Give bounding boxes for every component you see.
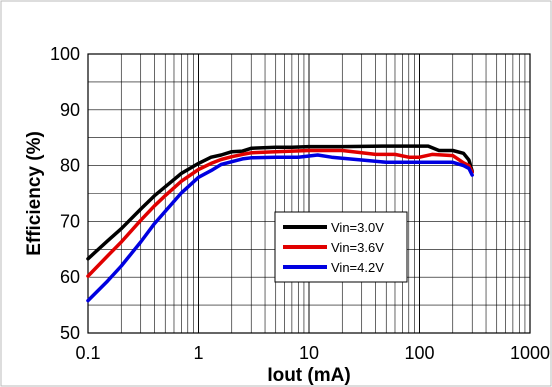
data-point xyxy=(451,149,454,152)
data-point xyxy=(385,161,388,164)
data-point xyxy=(427,144,430,148)
data-point xyxy=(106,254,109,258)
data-point xyxy=(360,151,363,154)
data-point xyxy=(139,219,142,222)
data-point xyxy=(230,150,233,153)
y-tick-label: 100 xyxy=(50,44,80,64)
data-point xyxy=(180,180,183,183)
x-tick-labels: 0.1 1 10 100 1000 xyxy=(75,343,550,363)
data-point xyxy=(241,157,244,161)
data-point xyxy=(297,156,300,159)
legend-label: Vin=4.2V xyxy=(331,260,384,275)
data-point xyxy=(374,153,377,156)
data-point xyxy=(462,152,465,155)
data-point xyxy=(274,150,277,153)
data-point xyxy=(467,167,471,170)
data-point xyxy=(180,172,183,175)
data-point xyxy=(250,156,253,159)
data-point xyxy=(462,164,465,167)
data-point xyxy=(393,153,397,156)
x-tick-label: 0.1 xyxy=(75,343,100,363)
data-point xyxy=(180,191,183,195)
data-point xyxy=(86,274,90,278)
y-tick-label: 70 xyxy=(60,211,80,231)
data-point xyxy=(209,162,213,165)
x-axis-label: Iout (mA) xyxy=(267,365,350,386)
legend-label: Vin=3.0V xyxy=(331,220,384,235)
data-point xyxy=(120,227,123,230)
data-point xyxy=(153,194,156,197)
data-point xyxy=(385,144,388,148)
data-point xyxy=(471,173,474,177)
data-point xyxy=(330,156,333,159)
series-group xyxy=(86,144,474,303)
x-tick-label: 100 xyxy=(404,343,434,363)
data-point xyxy=(197,176,200,179)
y-tick-label: 50 xyxy=(60,323,80,343)
data-point xyxy=(230,155,233,158)
data-point xyxy=(418,161,421,164)
data-point xyxy=(164,185,167,189)
data-point xyxy=(197,168,200,171)
data-point xyxy=(164,194,167,197)
data-point xyxy=(139,240,142,244)
series-line-2 xyxy=(86,148,474,278)
data-point xyxy=(219,153,223,157)
data-point xyxy=(219,158,223,161)
data-point xyxy=(86,257,90,260)
data-point xyxy=(307,145,311,148)
data-point xyxy=(120,264,123,268)
y-tick-labels: 50 60 70 80 90 100 xyxy=(50,44,80,343)
data-point xyxy=(316,153,319,157)
data-point xyxy=(418,156,421,159)
data-point xyxy=(418,144,421,148)
data-point xyxy=(241,149,244,153)
data-point xyxy=(250,151,253,154)
grid xyxy=(88,54,530,333)
data-point xyxy=(153,204,156,207)
data-point xyxy=(209,169,213,172)
data-point xyxy=(250,147,253,150)
y-tick-label: 80 xyxy=(60,156,80,176)
data-point xyxy=(209,156,213,159)
data-point xyxy=(241,153,244,156)
plot-area xyxy=(87,53,531,334)
data-point xyxy=(197,162,200,165)
data-point xyxy=(274,156,277,159)
data-point xyxy=(462,161,465,165)
data-point xyxy=(230,160,233,163)
data-point xyxy=(341,149,344,152)
data-point xyxy=(437,149,441,152)
data-point xyxy=(451,161,454,164)
data-point xyxy=(360,158,363,162)
data-point xyxy=(106,279,109,283)
y-tick-label: 60 xyxy=(60,267,80,287)
data-point xyxy=(164,210,167,213)
data-point xyxy=(153,222,156,225)
legend-label: Vin=3.6V xyxy=(331,240,384,255)
y-axis-label: Efficiency (%) xyxy=(24,131,45,256)
data-point xyxy=(86,299,90,302)
data-point xyxy=(219,163,223,166)
data-point xyxy=(139,207,142,211)
data-point xyxy=(341,157,344,160)
data-point xyxy=(290,145,294,149)
legend: Vin=3.0V Vin=3.6V Vin=4.2V xyxy=(274,211,408,283)
data-point xyxy=(467,158,471,162)
data-point xyxy=(341,145,344,148)
data-point xyxy=(451,154,454,157)
x-tick-label: 10 xyxy=(299,343,319,363)
x-tick-label: 1000 xyxy=(510,343,550,363)
x-tick-label: 1 xyxy=(193,343,203,363)
data-point xyxy=(120,240,123,244)
data-point xyxy=(430,153,434,156)
y-tick-label: 90 xyxy=(60,100,80,120)
data-point xyxy=(106,239,109,243)
data-point xyxy=(407,156,410,159)
data-point xyxy=(274,145,277,149)
data-point xyxy=(307,149,311,152)
